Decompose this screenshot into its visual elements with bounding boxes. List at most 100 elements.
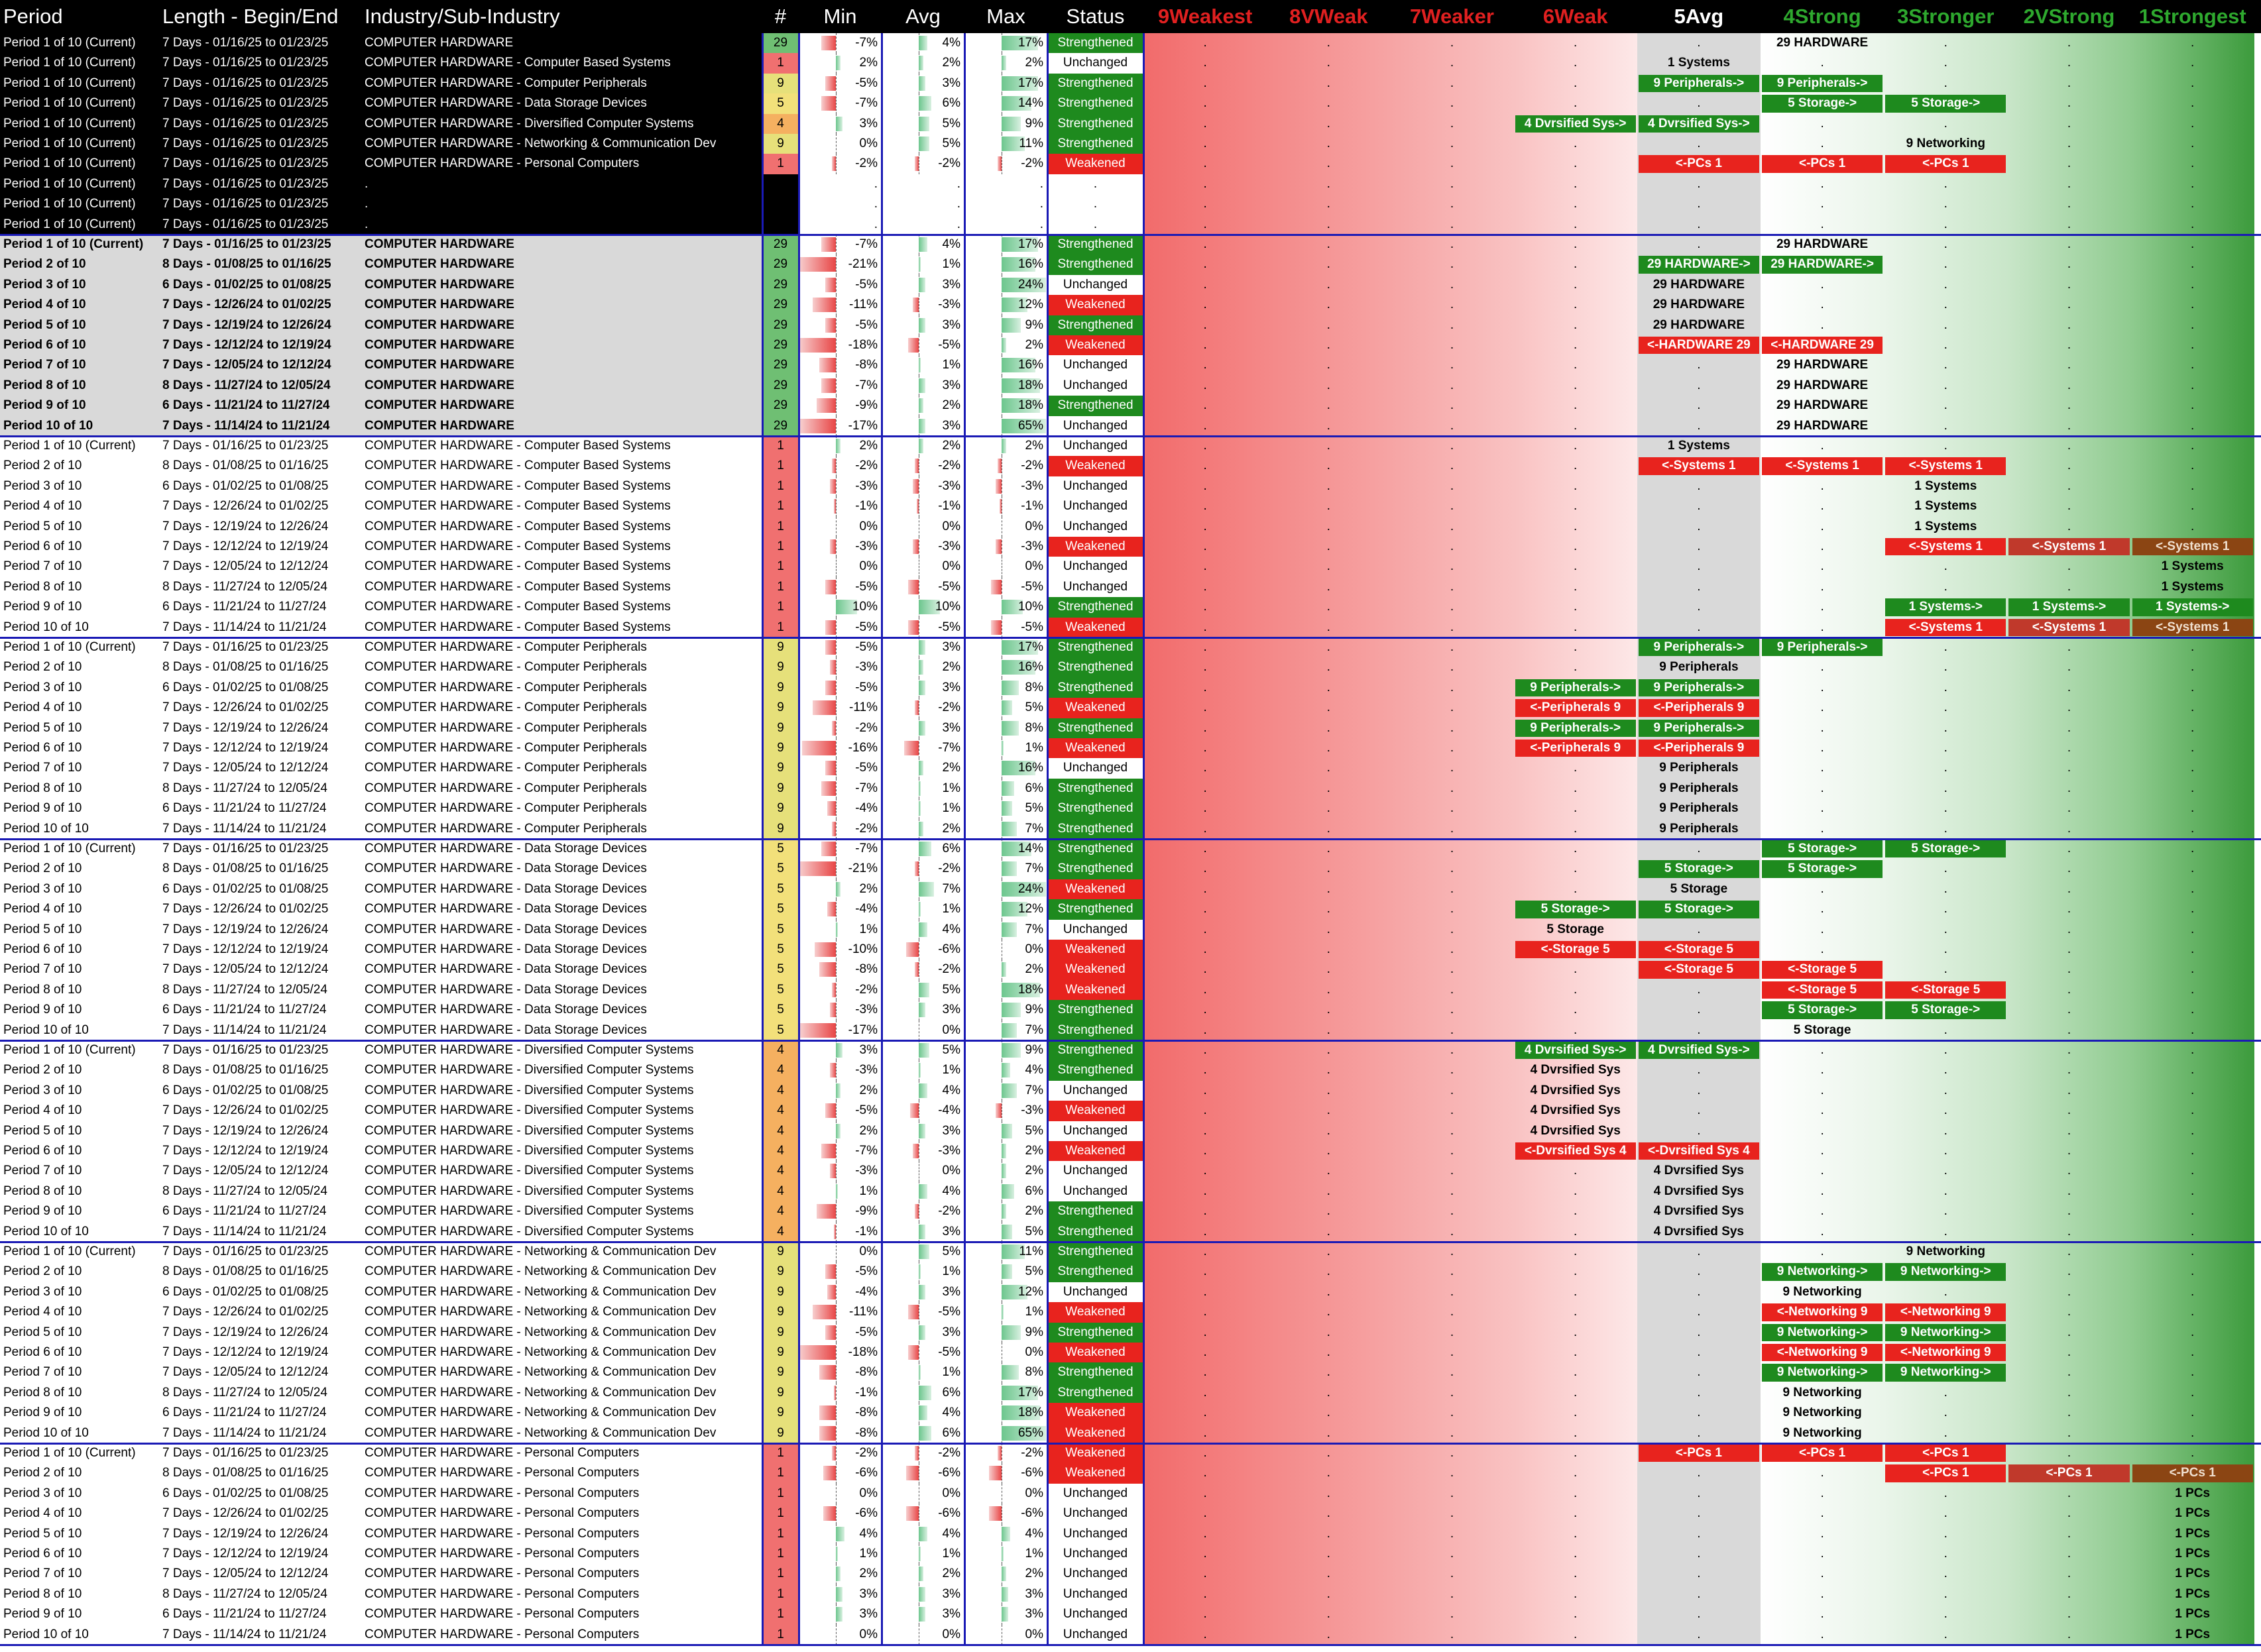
table-row[interactable]: Period 6 of 10 7 Days - 12/12/24 to 12/19…	[0, 738, 2261, 759]
table-row[interactable]: Period 8 of 10 8 Days - 11/27/24 to 12/05…	[0, 1181, 2261, 1202]
table-row[interactable]: Period 4 of 10 7 Days - 12/26/24 to 01/02…	[0, 899, 2261, 920]
table-row[interactable]: Period 4 of 10 7 Days - 12/26/24 to 01/02…	[0, 295, 2261, 315]
table-row[interactable]: Period 7 of 10 7 Days - 12/05/24 to 12/12…	[0, 758, 2261, 779]
table-row[interactable]: Period 1 of 10 (Current) 7 Days - 01/16/2…	[0, 113, 2261, 134]
table-row[interactable]: Period 10 of 10 7 Days - 11/14/24 to 11/2…	[0, 818, 2261, 839]
table-row[interactable]: Period 8 of 10 8 Days - 11/27/24 to 12/05…	[0, 979, 2261, 1001]
table-row[interactable]: Period 6 of 10 7 Days - 12/12/24 to 12/19…	[0, 335, 2261, 356]
header-min[interactable]: Min	[823, 5, 857, 28]
table-row[interactable]: Period 8 of 10 8 Days - 11/27/24 to 12/05…	[0, 577, 2261, 598]
table-row[interactable]: Period 5 of 10 7 Days - 12/19/24 to 12/26…	[0, 315, 2261, 335]
table-row[interactable]: Period 1 of 10 (Current) 7 Days - 01/16/2…	[0, 134, 2261, 154]
table-row[interactable]: Period 10 of 10 7 Days - 11/14/24 to 11/2…	[0, 617, 2261, 637]
header-status[interactable]: Status	[1066, 5, 1125, 28]
table-row[interactable]: Period 9 of 10 6 Days - 11/21/24 to 11/27…	[0, 396, 2261, 416]
table-row[interactable]: Period 9 of 10 6 Days - 11/21/24 to 11/27…	[0, 798, 2261, 819]
table-row[interactable]: Period 6 of 10 7 Days - 12/12/24 to 12/19…	[0, 537, 2261, 557]
table-row[interactable]: Period 5 of 10 7 Days - 12/19/24 to 12/26…	[0, 1523, 2261, 1544]
table-row[interactable]: Period 4 of 10 7 Days - 12/26/24 to 01/02…	[0, 1302, 2261, 1323]
table-row[interactable]: Period 2 of 10 8 Days - 01/08/25 to 01/16…	[0, 859, 2261, 879]
table-row[interactable]: Period 6 of 10 7 Days - 12/12/24 to 12/19…	[0, 1141, 2261, 1162]
table-row[interactable]: Period 2 of 10 8 Days - 01/08/25 to 01/16…	[0, 1262, 2261, 1282]
table-row[interactable]: Period 1 of 10 (Current) 7 Days - 01/16/2…	[0, 436, 2261, 457]
header-band-3[interactable]: 7Weaker	[1410, 5, 1494, 28]
table-row[interactable]: Period 9 of 10 6 Days - 11/21/24 to 11/27…	[0, 1403, 2261, 1423]
table-row[interactable]: Period 2 of 10 8 Days - 01/08/25 to 01/16…	[0, 1060, 2261, 1081]
table-row[interactable]: Period 2 of 10 8 Days - 01/08/25 to 01/16…	[0, 657, 2261, 678]
table-row[interactable]: Period 1 of 10 (Current) 7 Days - 01/16/2…	[0, 637, 2261, 658]
table-row[interactable]: Period 9 of 10 6 Days - 11/21/24 to 11/27…	[0, 1604, 2261, 1625]
header-band-5[interactable]: 5Avg	[1674, 5, 1724, 28]
table-row[interactable]: Period 3 of 10 6 Days - 01/02/25 to 01/08…	[0, 677, 2261, 698]
table-row[interactable]: Period 5 of 10 7 Days - 12/19/24 to 12/26…	[0, 516, 2261, 537]
header-band-2[interactable]: 8VWeak	[1289, 5, 1368, 28]
table-row[interactable]: Period 8 of 10 8 Days - 11/27/24 to 12/05…	[0, 778, 2261, 799]
table-row[interactable]: Period 4 of 10 7 Days - 12/26/24 to 01/02…	[0, 1101, 2261, 1121]
header-count[interactable]: #	[774, 5, 787, 28]
table-row[interactable]: Period 9 of 10 6 Days - 11/21/24 to 11/27…	[0, 597, 2261, 618]
band-empty-dot: .	[2007, 677, 2131, 698]
table-row[interactable]: Period 3 of 10 6 Days - 01/02/25 to 01/08…	[0, 1483, 2261, 1504]
table-row[interactable]: Period 8 of 10 8 Days - 11/27/24 to 12/05…	[0, 375, 2261, 396]
table-row[interactable]: Period 1 of 10 (Current) 7 Days - 01/16/2…	[0, 174, 2261, 195]
header-band-8[interactable]: 2VStrong	[2023, 5, 2115, 28]
table-row[interactable]: Period 1 of 10 (Current) 7 Days - 01/16/2…	[0, 1443, 2261, 1464]
table-row[interactable]: Period 1 of 10 (Current) 7 Days - 01/16/2…	[0, 1242, 2261, 1262]
table-row[interactable]: Period 1 of 10 (Current) 7 Days - 01/16/2…	[0, 93, 2261, 114]
table-row[interactable]: Period 10 of 10 7 Days - 11/14/24 to 11/2…	[0, 415, 2261, 436]
table-row[interactable]: Period 1 of 10 (Current) 7 Days - 01/16/2…	[0, 194, 2261, 215]
table-row[interactable]: Period 10 of 10 7 Days - 11/14/24 to 11/2…	[0, 1221, 2261, 1242]
table-row[interactable]: Period 7 of 10 7 Days - 12/05/24 to 12/12…	[0, 355, 2261, 376]
table-row[interactable]: Period 6 of 10 7 Days - 12/12/24 to 12/19…	[0, 1343, 2261, 1363]
header-industry[interactable]: Industry/Sub-Industry	[365, 5, 560, 28]
table-row[interactable]: Period 1 of 10 (Current) 7 Days - 01/16/2…	[0, 214, 2261, 235]
table-row[interactable]: Period 1 of 10 (Current) 7 Days - 01/16/2…	[0, 73, 2261, 94]
header-band-9[interactable]: 1Strongest	[2138, 5, 2246, 28]
header-length[interactable]: Length - Begin/End	[162, 5, 339, 28]
table-row[interactable]: Period 6 of 10 7 Days - 12/12/24 to 12/19…	[0, 1544, 2261, 1565]
table-row[interactable]: Period 10 of 10 7 Days - 11/14/24 to 11/2…	[0, 1423, 2261, 1443]
header-max[interactable]: Max	[986, 5, 1025, 28]
cell-length: 8 Days - 01/08/25 to 01/16/25	[159, 456, 361, 476]
table-row[interactable]: Period 3 of 10 6 Days - 01/02/25 to 01/08…	[0, 476, 2261, 497]
header-band-1[interactable]: 9Weakest	[1157, 5, 1253, 28]
table-row[interactable]: Period 5 of 10 7 Days - 12/19/24 to 12/26…	[0, 1121, 2261, 1141]
table-row[interactable]: Period 7 of 10 7 Days - 12/05/24 to 12/12…	[0, 1362, 2261, 1383]
band-empty-dot: .	[1761, 315, 1884, 335]
table-row[interactable]: Period 1 of 10 (Current) 7 Days - 01/16/2…	[0, 235, 2261, 255]
table-row[interactable]: Period 1 of 10 (Current) 7 Days - 01/16/2…	[0, 1040, 2261, 1061]
table-row[interactable]: Period 9 of 10 6 Days - 11/21/24 to 11/27…	[0, 1000, 2261, 1020]
header-band-6[interactable]: 4Strong	[1783, 5, 1861, 28]
table-row[interactable]: Period 1 of 10 (Current) 7 Days - 01/16/2…	[0, 154, 2261, 174]
table-row[interactable]: Period 3 of 10 6 Days - 01/02/25 to 01/08…	[0, 879, 2261, 900]
table-row[interactable]: Period 2 of 10 8 Days - 01/08/25 to 01/16…	[0, 1463, 2261, 1484]
table-row[interactable]: Period 1 of 10 (Current) 7 Days - 01/16/2…	[0, 53, 2261, 74]
table-row[interactable]: Period 7 of 10 7 Days - 12/05/24 to 12/12…	[0, 1564, 2261, 1584]
table-row[interactable]: Period 4 of 10 7 Days - 12/26/24 to 01/02…	[0, 496, 2261, 517]
table-row[interactable]: Period 6 of 10 7 Days - 12/12/24 to 12/19…	[0, 940, 2261, 960]
table-row[interactable]: Period 1 of 10 (Current) 7 Days - 01/16/2…	[0, 33, 2261, 54]
table-row[interactable]: Period 4 of 10 7 Days - 12/26/24 to 01/02…	[0, 1504, 2261, 1524]
table-row[interactable]: Period 2 of 10 8 Days - 01/08/25 to 01/16…	[0, 254, 2261, 275]
table-row[interactable]: Period 7 of 10 7 Days - 12/05/24 to 12/12…	[0, 1161, 2261, 1182]
table-row[interactable]: Period 4 of 10 7 Days - 12/26/24 to 01/02…	[0, 698, 2261, 718]
table-row[interactable]: Period 8 of 10 8 Days - 11/27/24 to 12/05…	[0, 1382, 2261, 1404]
table-row[interactable]: Period 5 of 10 7 Days - 12/19/24 to 12/26…	[0, 919, 2261, 940]
table-row[interactable]: Period 2 of 10 8 Days - 01/08/25 to 01/16…	[0, 456, 2261, 476]
header-avg[interactable]: Avg	[905, 5, 941, 28]
table-row[interactable]: Period 3 of 10 6 Days - 01/02/25 to 01/08…	[0, 274, 2261, 296]
table-row[interactable]: Period 10 of 10 7 Days - 11/14/24 to 11/2…	[0, 1624, 2261, 1645]
header-band-4[interactable]: 6Weak	[1542, 5, 1608, 28]
table-row[interactable]: Period 8 of 10 8 Days - 11/27/24 to 12/05…	[0, 1584, 2261, 1605]
table-row[interactable]: Period 7 of 10 7 Days - 12/05/24 to 12/12…	[0, 960, 2261, 980]
header-band-7[interactable]: 3Stronger	[1897, 5, 1995, 28]
table-row[interactable]: Period 1 of 10 (Current) 7 Days - 01/16/2…	[0, 839, 2261, 859]
table-row[interactable]: Period 10 of 10 7 Days - 11/14/24 to 11/2…	[0, 1020, 2261, 1040]
table-row[interactable]: Period 3 of 10 6 Days - 01/02/25 to 01/08…	[0, 1080, 2261, 1101]
table-row[interactable]: Period 7 of 10 7 Days - 12/05/24 to 12/12…	[0, 557, 2261, 577]
header-period[interactable]: Period	[3, 5, 63, 28]
table-row[interactable]: Period 9 of 10 6 Days - 11/21/24 to 11/27…	[0, 1201, 2261, 1222]
table-row[interactable]: Period 5 of 10 7 Days - 12/19/24 to 12/26…	[0, 1322, 2261, 1343]
table-row[interactable]: Period 3 of 10 6 Days - 01/02/25 to 01/08…	[0, 1282, 2261, 1303]
table-row[interactable]: Period 5 of 10 7 Days - 12/19/24 to 12/26…	[0, 718, 2261, 738]
